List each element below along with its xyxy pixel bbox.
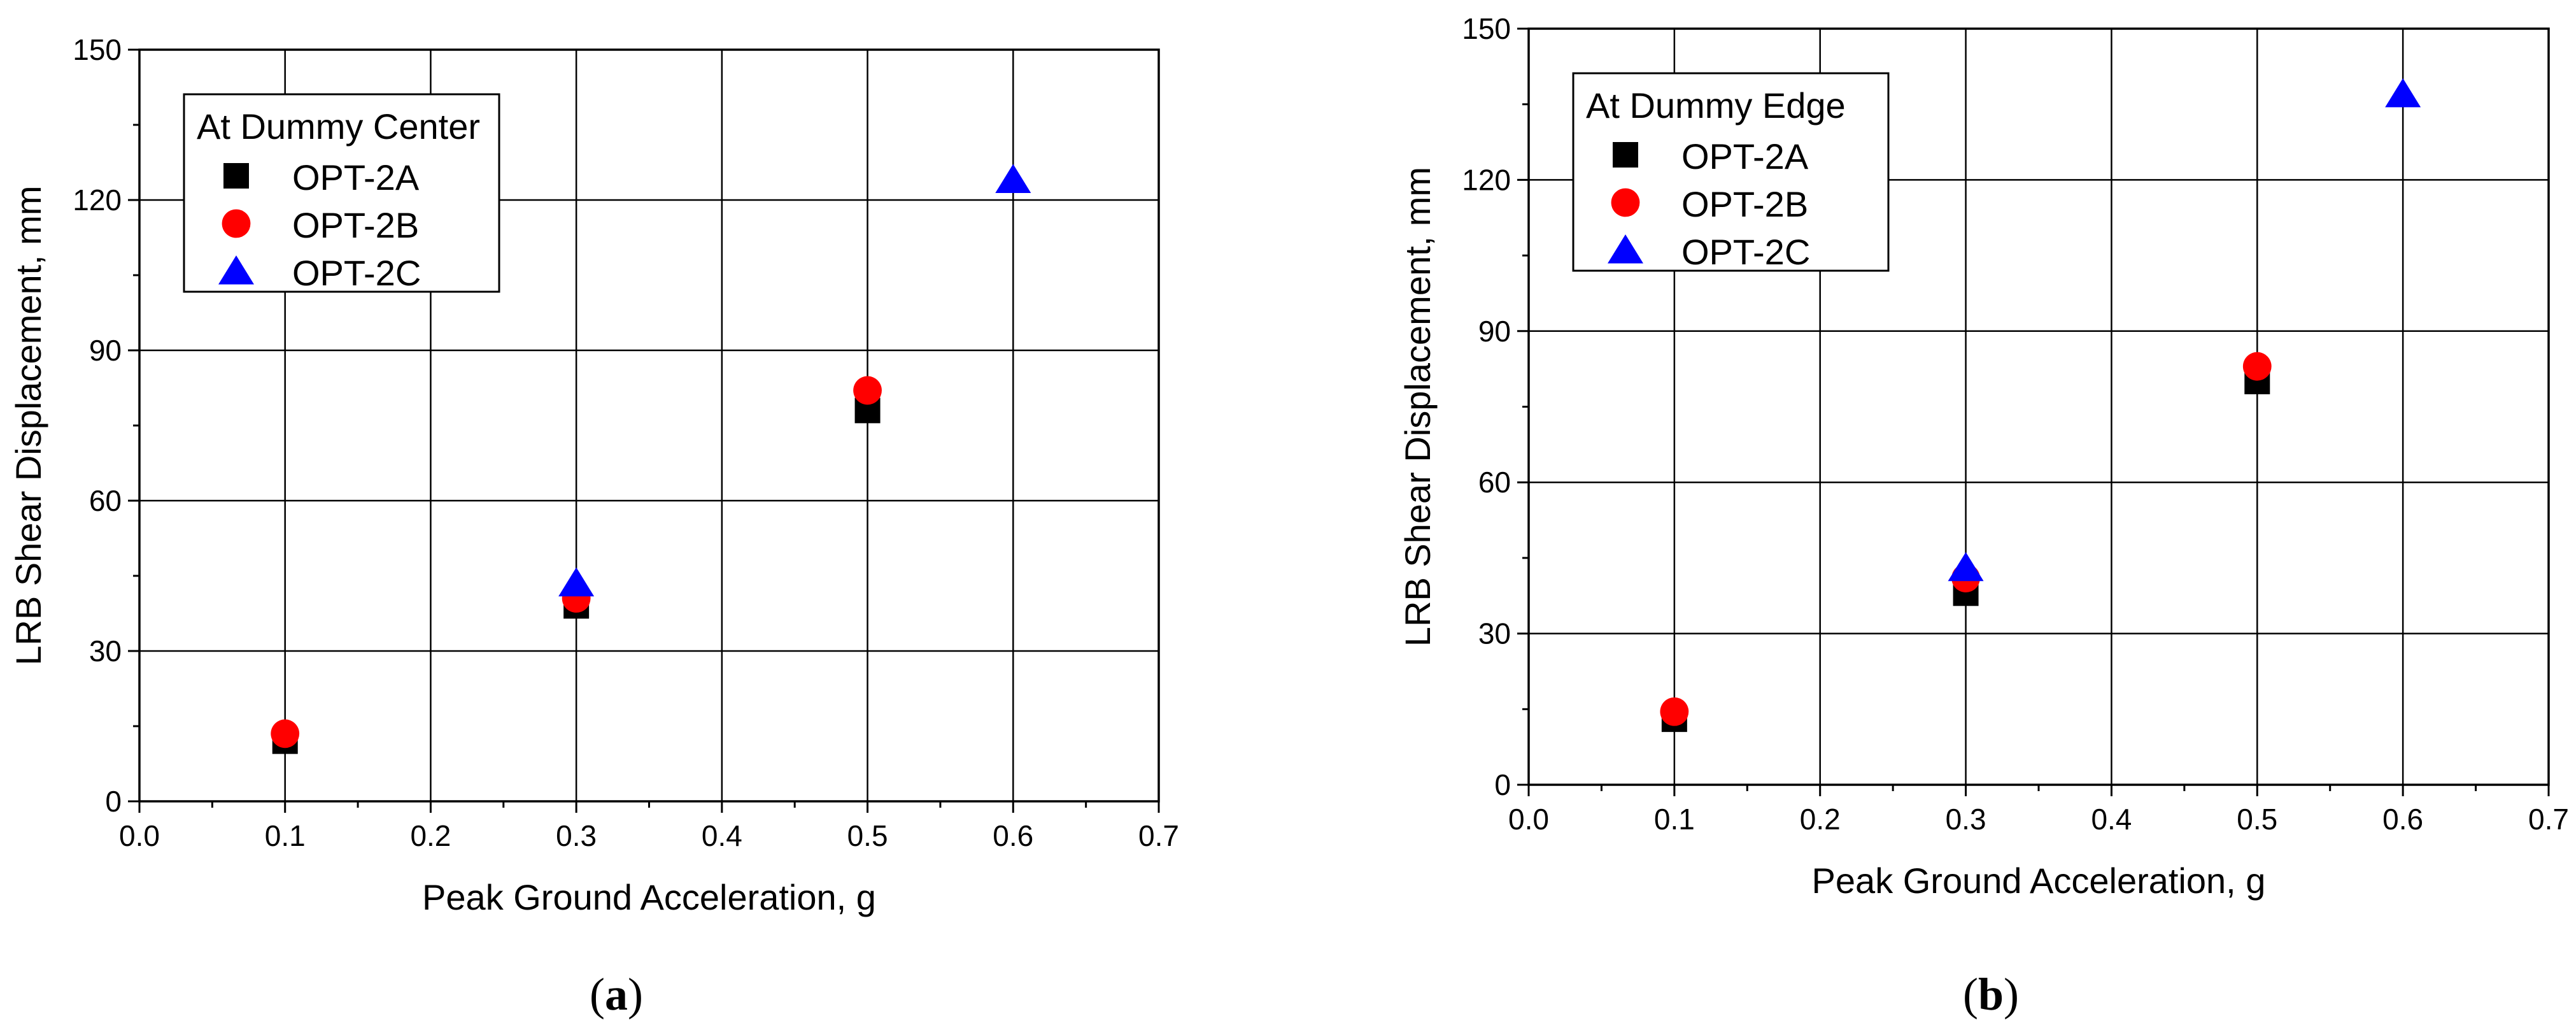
x-tick-label: 0.7 — [2528, 803, 2569, 836]
x-axis: 0.0 0.1 0.2 0.3 0.4 0.5 0.6 0.7 — [119, 801, 1179, 852]
legend-marker-circle — [1611, 188, 1640, 217]
y-tick-label: 30 — [89, 634, 122, 668]
legend: At Dummy Edge OPT-2A OPT-2B OPT-2C — [1572, 72, 1890, 272]
y-tick-label: 60 — [89, 484, 122, 517]
series-opt-2b — [1660, 352, 2272, 726]
x-tick-label: 0.1 — [265, 819, 306, 852]
x-tick-label: 0.0 — [119, 819, 160, 852]
series-opt-2c — [558, 164, 1031, 597]
y-tick-label: 150 — [73, 33, 122, 66]
x-tick-label: 0.0 — [1508, 803, 1549, 836]
y-tick-label: 60 — [1478, 466, 1511, 499]
panel-caption: (a) — [590, 969, 643, 1020]
legend-marker-triangle — [218, 255, 254, 285]
x-tick-label: 0.4 — [702, 819, 742, 852]
chart-panel-b: 0.0 0.1 0.2 0.3 0.4 0.5 0.6 0.7 0 30 60 90 120 150 Pea… — [1398, 12, 2569, 1020]
x-tick-label: 0.5 — [2237, 803, 2277, 836]
data-point-circle — [2242, 352, 2272, 381]
legend-entry: OPT-2C — [292, 253, 421, 293]
x-axis-title: Peak Ground Acceleration, g — [422, 877, 876, 917]
data-point-circle — [1660, 697, 1689, 726]
legend-marker-square — [223, 163, 249, 189]
x-tick-label: 0.6 — [2382, 803, 2423, 836]
y-axis-title: LRB Shear Displacement, mm — [1398, 167, 1438, 647]
series-opt-2b — [271, 376, 882, 748]
y-tick-label: 90 — [89, 334, 122, 367]
data-point-triangle — [558, 567, 595, 597]
legend: At Dummy Center OPT-2A OPT-2B OPT-2C — [183, 93, 500, 293]
legend-entry: OPT-2A — [292, 157, 420, 197]
y-tick-label: 120 — [73, 183, 122, 217]
legend-marker-circle — [222, 209, 251, 238]
x-tick-label: 0.7 — [1138, 819, 1179, 852]
y-tick-label: 0 — [1494, 768, 1511, 801]
y-tick-label: 150 — [1462, 12, 1511, 45]
data-point-circle — [853, 376, 882, 405]
legend-marker-triangle — [1608, 234, 1643, 264]
panel-caption: (b) — [1963, 969, 2019, 1020]
x-tick-label: 0.2 — [410, 819, 451, 852]
y-tick-label: 30 — [1478, 617, 1511, 650]
data-point-triangle — [995, 164, 1031, 194]
y-axis: 0 30 60 90 120 150 — [1462, 12, 1529, 801]
x-tick-label: 0.1 — [1654, 803, 1695, 836]
chart-panel-a: 0.0 0.1 0.2 0.3 0.4 0.5 0.6 0.7 0 30 60 90 120 150 Pea… — [8, 33, 1179, 1020]
legend-entry: OPT-2C — [1681, 232, 1810, 272]
legend-entry: OPT-2A — [1681, 136, 1809, 176]
x-axis: 0.0 0.1 0.2 0.3 0.4 0.5 0.6 0.7 — [1508, 785, 2569, 836]
y-tick-label: 0 — [105, 785, 122, 818]
data-point-circle — [271, 719, 300, 748]
grid — [1529, 29, 2549, 785]
x-tick-label: 0.6 — [993, 819, 1033, 852]
y-axis-title: LRB Shear Displacement, mm — [8, 185, 48, 665]
x-tick-label: 0.2 — [1800, 803, 1841, 836]
data-point-triangle — [2385, 78, 2421, 108]
panel-caption-letter: a — [605, 969, 628, 1020]
panel-caption-letter: b — [1978, 969, 2004, 1020]
legend-marker-square — [1613, 142, 1638, 168]
legend-entry: OPT-2B — [292, 205, 419, 245]
x-tick-label: 0.3 — [1946, 803, 1986, 836]
legend-title: At Dummy Edge — [1586, 85, 1846, 125]
x-tick-label: 0.5 — [847, 819, 888, 852]
data-point-triangle — [1948, 552, 1984, 582]
y-axis: 0 30 60 90 120 150 — [73, 33, 139, 818]
x-tick-label: 0.3 — [556, 819, 597, 852]
series-opt-2c — [1948, 78, 2421, 582]
x-axis-title: Peak Ground Acceleration, g — [1812, 861, 2266, 901]
legend-entry: OPT-2B — [1681, 184, 1808, 224]
legend-title: At Dummy Center — [197, 106, 480, 147]
x-tick-label: 0.4 — [2091, 803, 2132, 836]
y-tick-label: 120 — [1462, 163, 1511, 196]
y-tick-label: 90 — [1478, 315, 1511, 348]
